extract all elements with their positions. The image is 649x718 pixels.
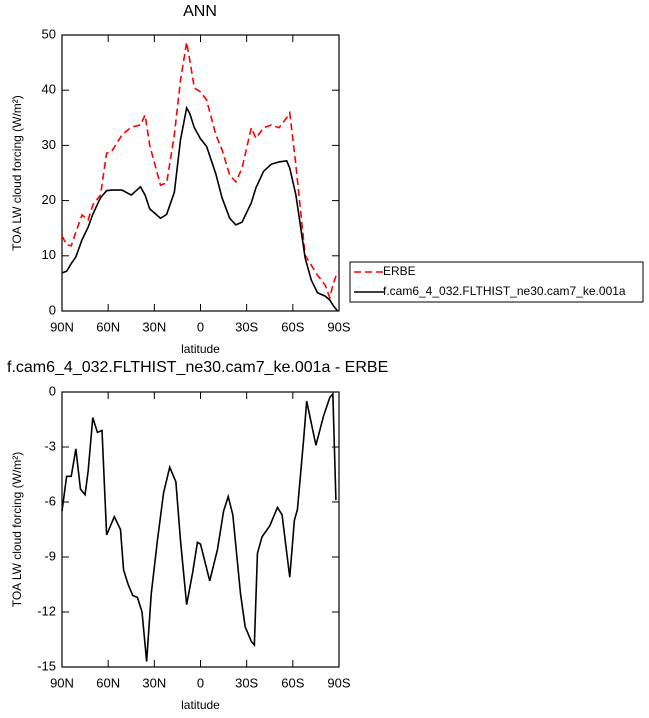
y-tick-label: 30 (42, 137, 56, 152)
x-tick-label: 0 (197, 319, 204, 334)
y-tick-label: 50 (42, 26, 56, 41)
series-line (61, 42, 339, 301)
x-tick-label: 30N (142, 675, 166, 690)
y-tick-label: 20 (42, 192, 56, 207)
y-tick-label: -6 (44, 493, 56, 508)
legend-label: f.cam6_4_032.FLTHIST_ne30.cam7_ke.001a (383, 284, 626, 298)
x-tick-label: 90N (50, 675, 74, 690)
y-tick-label: -9 (44, 548, 56, 563)
x-tick-label: 30N (142, 319, 166, 334)
y-tick-label: 40 (42, 82, 56, 97)
y-axis-label: TOA LW cloud forcing (W/m²) (10, 95, 24, 251)
x-tick-label: 60N (96, 319, 120, 334)
x-tick-label: 60N (96, 675, 120, 690)
x-axis-label: latitude (181, 342, 220, 356)
y-tick-label: 0 (49, 383, 56, 398)
y-axis-label: TOA LW cloud forcing (W/m²) (10, 452, 24, 608)
x-tick-label: 30S (235, 319, 258, 334)
y-tick-label: -15 (37, 658, 56, 673)
chart-title: f.cam6_4_032.FLTHIST_ne30.cam7_ke.001a -… (7, 359, 388, 376)
x-tick-label: 60S (281, 675, 304, 690)
x-tick-label: 60S (281, 319, 304, 334)
x-tick-label: 0 (197, 675, 204, 690)
plot-frame (61, 391, 340, 668)
x-tick-label: 90S (327, 675, 350, 690)
legend-box (349, 261, 644, 303)
series-line (61, 105, 339, 312)
series-line (61, 391, 337, 662)
x-axis-label: latitude (181, 698, 220, 712)
y-tick-label: -12 (37, 603, 56, 618)
x-tick-label: 90N (50, 319, 74, 334)
y-tick-label: 10 (42, 247, 56, 262)
chart-title: ANN (183, 3, 217, 20)
y-tick-label: -3 (44, 438, 56, 453)
x-tick-label: 90S (327, 319, 350, 334)
y-tick-label: 0 (49, 302, 56, 317)
x-tick-label: 30S (235, 675, 258, 690)
legend-label: ERBE (383, 264, 416, 278)
